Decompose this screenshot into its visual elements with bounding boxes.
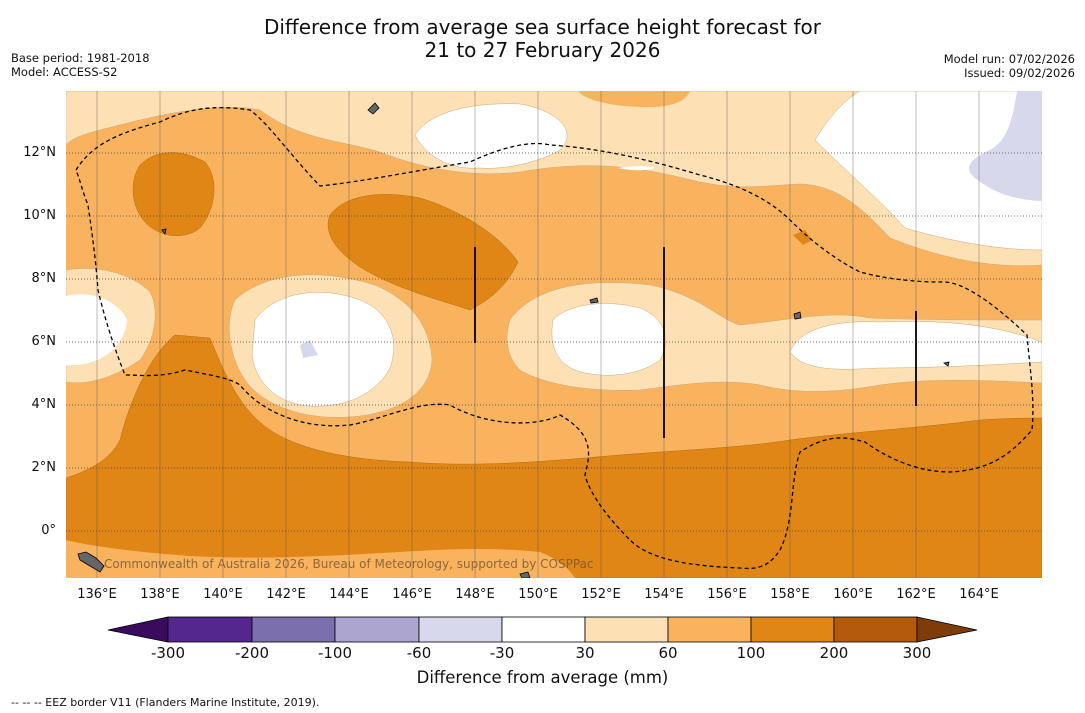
anomaly-neutral-northeast	[814, 91, 1042, 251]
colorbar-over-arrow	[916, 616, 978, 643]
title-line-1: Difference from average sea surface heig…	[263, 15, 822, 39]
title-line-2: 21 to 27 February 2026	[424, 38, 661, 62]
anomaly-neutral-sliver	[618, 166, 655, 171]
lon-label-144e: 144°E	[329, 587, 369, 602]
anomaly-neg30-60-speck	[300, 340, 318, 358]
lon-label-146e: 146°E	[392, 587, 432, 602]
anomaly-100-200-speck	[793, 230, 812, 245]
lon-label-136e: 136°E	[77, 587, 117, 602]
lon-label-138e: 138°E	[140, 587, 180, 602]
anomaly-neg30-60-northeast	[969, 91, 1042, 201]
colorbar-label-neg300: -300	[150, 644, 186, 662]
colorbar	[107, 616, 978, 643]
lon-label-142e: 142°E	[266, 587, 306, 602]
colorbar-bin-9	[833, 616, 918, 643]
colorbar-title: Difference from average (mm)	[416, 668, 669, 687]
lat-gridlines	[66, 152, 1042, 532]
anomaly-60-100-southwest	[66, 540, 575, 578]
anomaly-30-60-north	[66, 91, 1042, 266]
eez-borders	[75, 107, 1034, 570]
colorbar-label-60: 60	[658, 644, 678, 662]
lon-label-158e: 158°E	[770, 587, 810, 602]
colorbar-label-neg100: -100	[317, 644, 353, 662]
colorbar-bin-4	[418, 616, 503, 643]
anomaly-100-200-west	[132, 152, 215, 236]
anomaly-100-200-south	[66, 334, 1042, 578]
model-run: Model run: 07/02/2026	[943, 52, 1075, 66]
footer-note: -- -- -- EEZ border V11 (Flanders Marine…	[11, 696, 320, 709]
anomaly-neutral-west-center	[251, 292, 394, 407]
anomaly-neutral-north	[414, 103, 568, 169]
colorbar-bin-6	[584, 616, 669, 643]
anomaly-neutral-west	[66, 294, 127, 365]
colorbar-label-30: 30	[575, 644, 595, 662]
map-field	[66, 91, 1042, 578]
lat-label-10n: 10°N	[23, 208, 56, 223]
lat-label-2n: 2°N	[31, 460, 57, 475]
model-name: Model: ACCESS-S2	[11, 65, 118, 79]
anomaly-neutral-east-center	[551, 303, 666, 376]
colorbar-bin-8	[750, 616, 835, 643]
anomaly-60-100-top	[578, 91, 690, 108]
colorbar-label-200: 200	[819, 644, 849, 662]
colorbar-under-arrow	[107, 616, 169, 643]
lat-label-0: 0°	[41, 523, 56, 538]
lat-label-4n: 4°N	[31, 397, 57, 412]
map-credit: Commonwealth of Australia 2026, Bureau o…	[104, 557, 594, 571]
lon-label-154e: 154°E	[644, 587, 684, 602]
islands	[77, 102, 950, 578]
colorbar-label-neg60: -60	[406, 644, 432, 662]
colorbar-label-100: 100	[736, 644, 766, 662]
lon-label-156e: 156°E	[707, 587, 747, 602]
colorbar-bin-3	[334, 616, 420, 643]
colorbar-label-neg30: -30	[489, 644, 515, 662]
colorbar-bin-2	[251, 616, 336, 643]
lon-label-160e: 160°E	[833, 587, 873, 602]
colorbar-label-neg200: -200	[234, 644, 270, 662]
lon-label-162e: 162°E	[896, 587, 936, 602]
colorbar-bin-5	[501, 616, 586, 643]
colorbar-bin-7	[667, 616, 752, 643]
lon-label-150e: 150°E	[518, 587, 558, 602]
colorbar-bin-1	[167, 616, 253, 643]
issued-date: Issued: 09/02/2026	[964, 66, 1075, 80]
region-markers	[474, 247, 917, 438]
lat-label-8n: 8°N	[31, 271, 57, 286]
lon-label-148e: 148°E	[455, 587, 495, 602]
lon-label-140e: 140°E	[203, 587, 243, 602]
anomaly-100-200-central	[328, 194, 519, 311]
lon-label-164e: 164°E	[959, 587, 999, 602]
lat-label-6n: 6°N	[31, 334, 57, 349]
lat-label-12n: 12°N	[23, 145, 56, 160]
lon-label-152e: 152°E	[581, 587, 621, 602]
base-period: Base period: 1981-2018	[11, 51, 150, 65]
colorbar-label-300: 300	[902, 644, 932, 662]
